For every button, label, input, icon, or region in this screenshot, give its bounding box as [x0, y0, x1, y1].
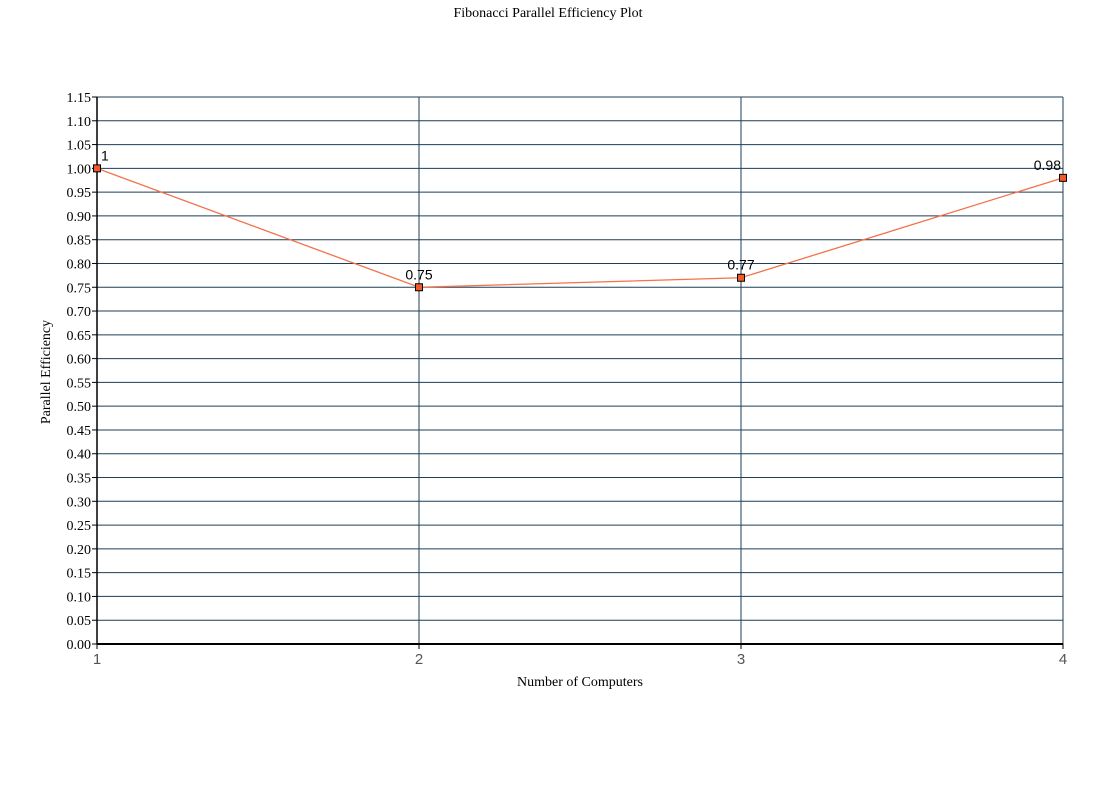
y-tick-label: 0.05: [67, 614, 92, 629]
y-tick-label: 1.15: [67, 91, 92, 106]
data-label: 0.77: [727, 257, 754, 273]
y-tick-label: 0.35: [67, 472, 92, 487]
y-tick-label: 0.65: [67, 329, 92, 344]
y-tick-label: 0.45: [67, 424, 92, 439]
y-axis-ticks: 0.00 0.05 0.10 0.15 0.20 0.25 0.30 0.35 0.40 0.45…: [67, 91, 97, 653]
y-tick-label: 0.90: [67, 210, 92, 225]
data-label: 1: [101, 147, 109, 163]
data-point-marker: [737, 273, 745, 282]
y-tick-label: 0.55: [67, 376, 92, 391]
y-tick-label: 0.70: [67, 305, 92, 320]
data-points: [93, 164, 1067, 292]
y-tick-label: 0.50: [67, 400, 92, 415]
y-tick-label: 0.25: [67, 519, 92, 534]
x-axis-ticks: 1 2 3 4: [93, 644, 1067, 668]
y-tick-label: 0.95: [67, 186, 92, 201]
y-tick-label: 0.80: [67, 257, 92, 272]
x-axis-label: Number of Computers: [517, 675, 643, 690]
y-tick-label: 0.85: [67, 234, 92, 249]
y-tick-label: 0.40: [67, 448, 92, 463]
data-point-marker: [415, 283, 423, 292]
data-point-marker: [1059, 173, 1067, 182]
y-tick-label: 0.60: [67, 353, 92, 368]
data-label: 0.98: [1034, 157, 1061, 173]
y-tick-label: 0.75: [67, 281, 92, 296]
x-tick-label: 2: [415, 651, 423, 668]
data-point-marker: [93, 164, 101, 173]
y-tick-label: 0.15: [67, 567, 92, 582]
grid-lines: [97, 96, 1064, 644]
y-tick-label: 0.20: [67, 543, 92, 558]
x-tick-label: 4: [1059, 651, 1067, 668]
series-polyline: [96, 167, 1064, 288]
x-tick-label: 3: [737, 651, 745, 668]
y-axis-label: Parallel Efficiency: [39, 320, 54, 424]
data-label: 0.75: [405, 266, 432, 282]
y-tick-label: 1.00: [67, 162, 92, 177]
y-tick-label: 1.05: [67, 139, 92, 154]
y-tick-label: 0.30: [67, 495, 92, 510]
chart-title: Fibonacci Parallel Efficiency Plot: [453, 6, 642, 21]
y-tick-label: 0.10: [67, 590, 92, 605]
y-tick-label: 0.00: [67, 638, 92, 653]
y-tick-label: 1.10: [67, 115, 92, 130]
series-line: [96, 167, 1064, 288]
axes: [96, 97, 1063, 645]
data-labels: 1 0.75 0.77 0.98: [101, 147, 1061, 282]
x-tick-label: 1: [93, 651, 101, 668]
